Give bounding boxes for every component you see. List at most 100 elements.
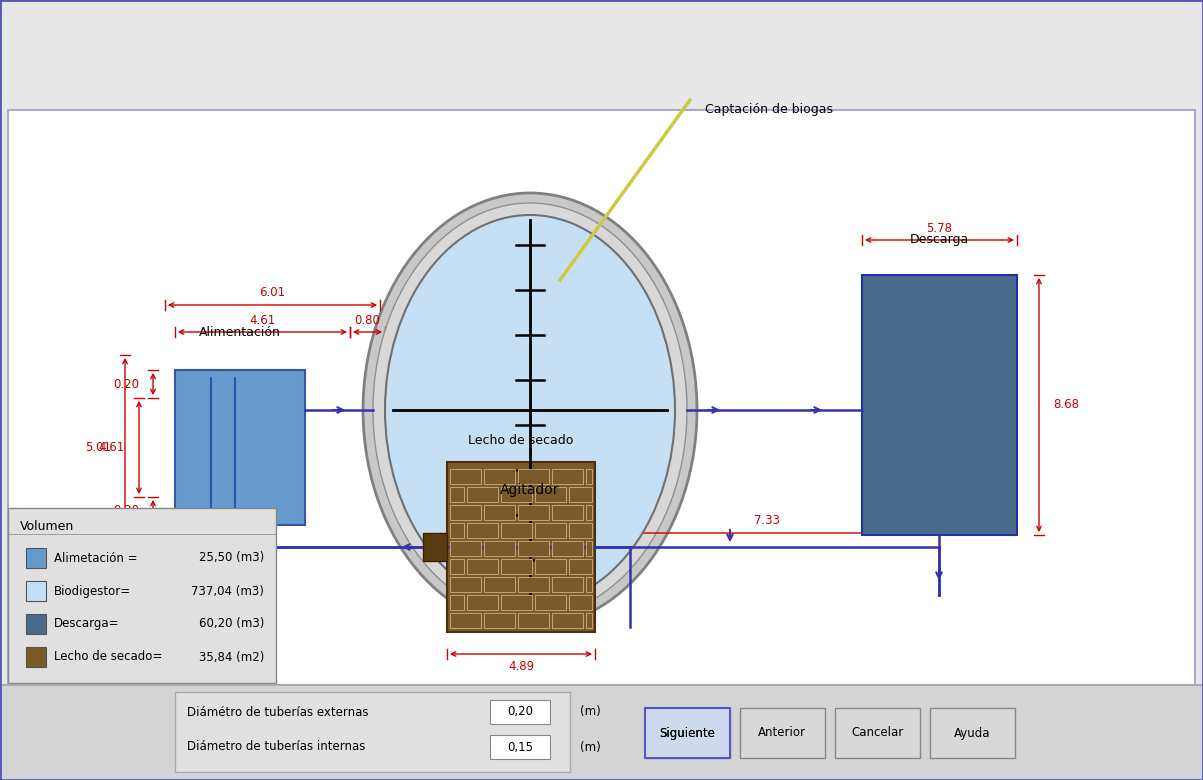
Ellipse shape <box>363 193 697 627</box>
Text: (m): (m) <box>580 740 600 753</box>
Bar <box>467 559 498 574</box>
Bar <box>484 541 515 556</box>
Bar <box>467 487 498 502</box>
Bar <box>586 541 592 556</box>
Bar <box>535 595 565 610</box>
Bar <box>518 469 549 484</box>
Text: Captación de biogas: Captación de biogas <box>705 104 832 116</box>
Text: Cancelar: Cancelar <box>851 726 903 739</box>
Bar <box>569 559 592 574</box>
Bar <box>26 647 46 667</box>
Text: Descarga: Descarga <box>909 233 970 246</box>
Ellipse shape <box>373 203 687 617</box>
Bar <box>569 487 592 502</box>
Bar <box>450 559 464 574</box>
Text: Lecho de secado=: Lecho de secado= <box>54 651 162 664</box>
Bar <box>569 523 592 538</box>
Bar <box>518 541 549 556</box>
Bar <box>448 462 595 632</box>
Bar <box>450 469 481 484</box>
Text: 7.33: 7.33 <box>754 515 780 527</box>
Text: 737,04 (m3): 737,04 (m3) <box>191 584 263 597</box>
Bar <box>863 275 1017 535</box>
Bar <box>552 577 583 592</box>
Text: 8.68: 8.68 <box>1053 399 1079 412</box>
Bar <box>450 487 464 502</box>
Bar <box>835 708 920 758</box>
Text: 5.78: 5.78 <box>926 222 953 235</box>
Text: 0,15: 0,15 <box>506 740 533 753</box>
Bar <box>535 487 565 502</box>
Bar <box>645 708 730 758</box>
Bar <box>490 700 550 724</box>
Bar <box>467 523 498 538</box>
Bar <box>484 613 515 628</box>
Bar <box>586 505 592 520</box>
Bar <box>490 735 550 759</box>
Bar <box>518 613 549 628</box>
Text: 4.61: 4.61 <box>99 441 125 454</box>
Text: 5.01: 5.01 <box>85 441 111 454</box>
Bar <box>518 577 549 592</box>
Text: Siguiente: Siguiente <box>659 726 715 739</box>
Bar <box>450 541 481 556</box>
Bar <box>586 469 592 484</box>
Bar <box>500 595 532 610</box>
Text: Lecho de secado: Lecho de secado <box>468 434 574 446</box>
Bar <box>740 708 825 758</box>
Bar <box>500 523 532 538</box>
Bar <box>8 508 275 683</box>
Bar <box>450 523 464 538</box>
Bar <box>8 110 1195 685</box>
Text: 0.20: 0.20 <box>113 505 140 517</box>
Bar <box>500 487 532 502</box>
Text: 35,84 (m2): 35,84 (m2) <box>198 651 263 664</box>
Bar <box>0 685 1203 780</box>
Text: 60,20 (m3): 60,20 (m3) <box>198 618 263 630</box>
Bar <box>930 708 1015 758</box>
Text: 25,50 (m3): 25,50 (m3) <box>198 551 263 565</box>
Text: Alimetación =: Alimetación = <box>54 551 137 565</box>
Bar <box>552 469 583 484</box>
Bar <box>552 505 583 520</box>
Bar <box>26 614 46 634</box>
Text: Descarga=: Descarga= <box>54 618 119 630</box>
Bar <box>484 505 515 520</box>
Bar <box>569 595 592 610</box>
Bar <box>450 595 464 610</box>
Bar <box>450 613 481 628</box>
Text: 0.20: 0.20 <box>113 378 140 391</box>
Text: Anterior: Anterior <box>758 726 806 739</box>
Bar <box>586 613 592 628</box>
Text: 6.01: 6.01 <box>260 286 285 300</box>
Text: Biodigestor=: Biodigestor= <box>54 584 131 597</box>
Text: 4.89: 4.89 <box>508 660 534 672</box>
Bar <box>484 469 515 484</box>
Bar <box>535 559 565 574</box>
Bar <box>450 505 481 520</box>
Bar <box>467 595 498 610</box>
Text: Agitador: Agitador <box>500 483 559 497</box>
Bar <box>26 548 46 568</box>
Bar <box>518 505 549 520</box>
Bar <box>174 370 306 525</box>
Text: Ayuda: Ayuda <box>954 726 990 739</box>
Text: 0.80: 0.80 <box>355 314 380 327</box>
Bar <box>423 533 448 561</box>
Bar <box>552 541 583 556</box>
Bar <box>450 577 481 592</box>
Text: Siguiente: Siguiente <box>659 726 715 739</box>
Text: 0,20: 0,20 <box>506 705 533 718</box>
Text: Diámétro de tuberías externas: Diámétro de tuberías externas <box>186 705 368 718</box>
Bar <box>552 613 583 628</box>
Text: 4.61: 4.61 <box>249 314 275 327</box>
Text: Alimentación: Alimentación <box>198 325 282 339</box>
Bar <box>645 708 730 758</box>
Text: Volumen: Volumen <box>20 520 75 533</box>
Text: (m): (m) <box>580 705 600 718</box>
Bar <box>586 577 592 592</box>
Text: Diámetro de tuberías internas: Diámetro de tuberías internas <box>186 740 366 753</box>
Bar <box>484 577 515 592</box>
Bar <box>500 559 532 574</box>
Bar <box>174 692 570 772</box>
